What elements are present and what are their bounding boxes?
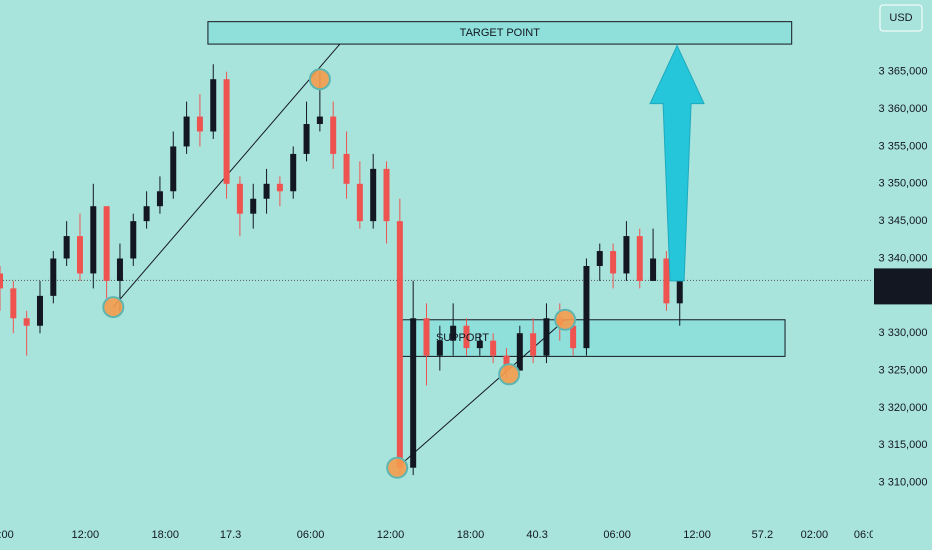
candle-body [116,258,123,281]
y-tick-label: 3 340,000 [879,252,928,264]
candle-body [570,325,577,349]
y-tick-label: 3 350,000 [879,178,928,190]
x-tick-label: 18:00 [457,529,485,541]
candle-body [236,183,243,214]
candle-body [650,258,657,281]
zone-label: TARGET POINT [460,27,541,39]
candle-body [596,251,603,266]
pivot-marker [102,296,125,319]
candle-body [90,206,97,274]
y-tick-label: 3 310,000 [879,477,928,489]
candle-body [10,288,17,319]
x-tick-label: 17.3 [220,529,241,541]
candle-body [63,236,70,259]
candle-body [276,183,283,192]
candle-body [436,340,443,356]
candle-body [636,236,643,281]
candle-body [143,206,150,222]
candle-body [450,325,457,341]
plot-area: TARGET POINT SUPPORT [0,21,873,479]
candle-body [76,236,83,274]
candle-body [210,79,217,132]
y-tick-label: 3 330,000 [879,327,928,339]
countdown-label: 08:17 [881,288,909,300]
x-tick-label: 06:00 [297,529,325,541]
last-price-label: 3 337,070 [879,272,928,284]
candle-body [23,318,30,326]
pivot-marker [308,68,331,91]
candle-body [383,168,390,222]
x-axis: 06:00 12:00 18:00 17.3 06:00 12:00 18:00 40.3 06… [0,529,882,541]
candle-body [196,116,203,132]
candle-body [410,318,417,468]
candle-body [356,183,363,222]
x-tick-label: 06:00 [0,529,14,541]
candle-body [156,191,163,207]
candle-body [36,295,43,326]
candle-body [503,355,510,371]
candle-body [370,168,377,222]
candle-body [170,146,177,192]
x-tick-label: 06:00 [603,529,631,541]
y-tick-label: 3 365,000 [879,66,928,78]
candle-body [396,221,403,468]
x-tick-label: 12:00 [683,529,711,541]
candle-body [423,318,430,356]
candle-body [250,198,257,214]
candle-body [223,79,230,184]
currency-box [879,4,923,32]
x-tick-label: 40.3 [526,529,547,541]
candle-body [516,333,523,371]
candle-body [676,280,683,304]
currency: USD [889,12,912,24]
trend-line [396,319,566,469]
candle-body [343,153,350,184]
y-axis: USD 3 310,000 3 315,000 3 320,000 3 325,000… [874,4,932,489]
last-price-box [874,268,932,305]
candle-body [490,340,497,356]
y-tick-label: 3 360,000 [879,103,928,115]
target-arrow [649,44,705,282]
candle-body [530,333,537,356]
candle-body [623,236,630,274]
x-tick-label: 57.2 [752,529,773,541]
candle-body [183,116,190,147]
x-tick-label: 12:00 [72,529,100,541]
candle-body [663,258,670,304]
candle-body [103,206,110,281]
candle-body [130,221,137,259]
y-tick-label: 3 355,000 [879,140,928,152]
y-tick-label: 3 345,000 [879,215,928,227]
candle-body [303,124,310,154]
zone [207,21,793,45]
candle-body [583,265,590,349]
y-tick-label: 3 320,000 [879,402,928,414]
x-tick-label: 12:00 [377,529,405,541]
x-tick-label: 02:00 [801,529,829,541]
candle-body [316,116,323,125]
candle-body [610,251,617,274]
pivot-marker [498,363,521,386]
candle-body [476,340,483,349]
candle-body [290,153,297,192]
zone-label: SUPPORT [436,332,489,344]
x-tick-label: 06:00 [854,529,882,541]
y-tick-label: 3 325,000 [879,364,928,376]
candle-body [263,183,270,199]
pivot-marker [386,456,409,479]
candle-body [543,318,550,356]
candle-body [0,273,3,289]
candle-body [50,258,57,296]
candle-body [463,325,470,349]
pivot-marker [554,308,577,331]
x-tick-label: 18:00 [152,529,180,541]
y-tick-label: 3 315,000 [879,439,928,451]
candle-body [330,116,337,154]
